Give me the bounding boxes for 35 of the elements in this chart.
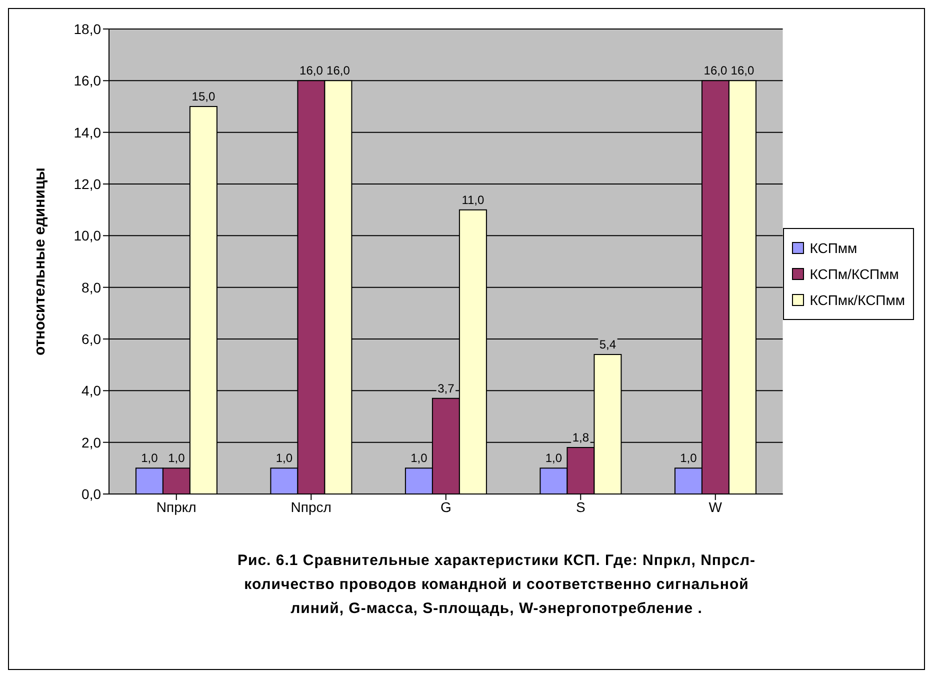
y-tick-label: 6,0 — [82, 330, 102, 347]
y-tick-label: 2,0 — [82, 434, 102, 450]
data-label: 16,0 — [300, 64, 324, 78]
y-tick-label: 14,0 — [74, 124, 102, 140]
data-label: 15,0 — [192, 90, 216, 104]
legend-label: КСПмм — [810, 239, 858, 258]
data-label: 1,0 — [410, 451, 428, 466]
legend-label: КСПм/КСПмм — [810, 265, 899, 284]
y-axis-title: относительные единицы — [31, 168, 48, 356]
data-label: 1,0 — [141, 451, 158, 466]
x-tick-label: S — [576, 498, 586, 515]
data-label: 1,8 — [572, 430, 590, 444]
legend-label: КСПмк/КСПмм — [810, 291, 905, 310]
y-tick-label: 12,0 — [74, 176, 102, 192]
data-label: 1,0 — [168, 451, 186, 466]
x-tick-label: Nпркл — [156, 498, 196, 515]
text: Рис. 6.1 Сравнительные характеристики КСП. Где: Nпркл, Nпрсл-количество проводов командной и соответственно сигнальной линий, G-масса, S-площадь, W-энергопотребление . — [236, 551, 756, 619]
data-label: 16,0 — [704, 64, 728, 78]
data-label: 5,4 — [599, 338, 616, 352]
y-tick-label: 16,0 — [74, 72, 102, 89]
x-tick-label: G — [440, 498, 452, 515]
data-label: 3,7 — [438, 381, 455, 396]
data-label: 1,0 — [680, 451, 698, 466]
data-label: 11,0 — [462, 192, 485, 207]
x-tick-label: Nпрсл — [290, 498, 332, 515]
y-tick-label: 18,0 — [74, 20, 102, 37]
x-tick-label: W — [708, 498, 723, 515]
y-tick-label: 8,0 — [82, 279, 102, 296]
data-label: 1,0 — [276, 451, 293, 466]
data-label: 1,0 — [545, 451, 562, 466]
data-label: 16,0 — [326, 64, 350, 78]
data-label: 16,0 — [730, 64, 754, 78]
y-tick-label: 10,0 — [74, 228, 102, 244]
y-tick-label: 4,0 — [82, 382, 102, 399]
y-tick-label: 0,0 — [82, 486, 102, 502]
